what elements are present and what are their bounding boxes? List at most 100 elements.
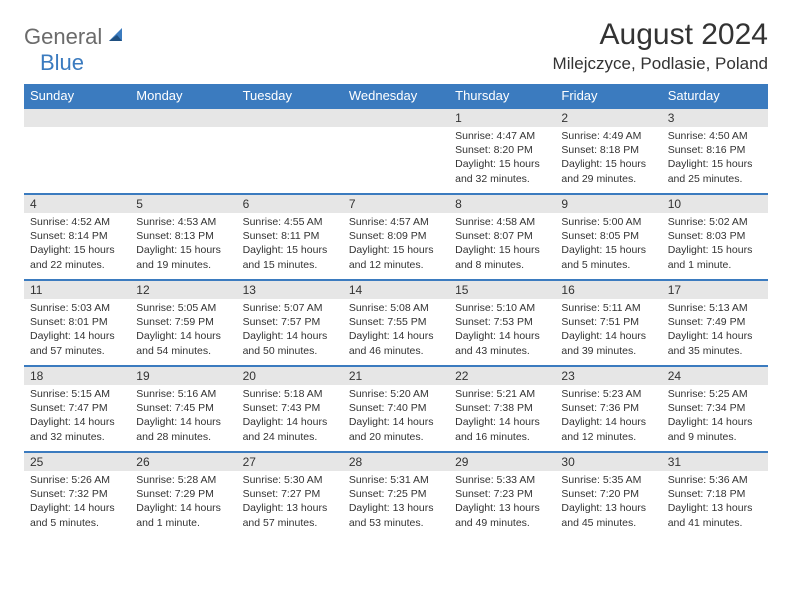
calendar-day-cell: 5Sunrise: 4:53 AMSunset: 8:13 PMDaylight… — [130, 193, 236, 279]
sunset-line: Sunset: 7:32 PM — [30, 487, 124, 501]
weekday-header: Saturday — [662, 84, 768, 107]
day-body: Sunrise: 4:50 AMSunset: 8:16 PMDaylight:… — [662, 127, 768, 190]
sunrise-line: Sunrise: 5:25 AM — [668, 387, 762, 401]
day-number-band: 21 — [343, 365, 449, 385]
sunrise-line: Sunrise: 5:23 AM — [561, 387, 655, 401]
sunrise-line: Sunrise: 5:30 AM — [243, 473, 337, 487]
sunrise-line: Sunrise: 5:02 AM — [668, 215, 762, 229]
title-block: August 2024 Milejczyce, Podlasie, Poland — [553, 18, 768, 74]
day-number-band — [237, 107, 343, 127]
daylight-line: Daylight: 15 hours and 1 minute. — [668, 243, 762, 271]
calendar-table: SundayMondayTuesdayWednesdayThursdayFrid… — [24, 84, 768, 537]
calendar-day-cell: 19Sunrise: 5:16 AMSunset: 7:45 PMDayligh… — [130, 365, 236, 451]
day-number-band: 24 — [662, 365, 768, 385]
daylight-line: Daylight: 14 hours and 28 minutes. — [136, 415, 230, 443]
day-body: Sunrise: 5:00 AMSunset: 8:05 PMDaylight:… — [555, 213, 661, 276]
day-body: Sunrise: 4:47 AMSunset: 8:20 PMDaylight:… — [449, 127, 555, 190]
day-body: Sunrise: 5:11 AMSunset: 7:51 PMDaylight:… — [555, 299, 661, 362]
day-number-band — [24, 107, 130, 127]
sunrise-line: Sunrise: 5:13 AM — [668, 301, 762, 315]
logo-text-blue: Blue — [40, 50, 84, 75]
sunset-line: Sunset: 7:34 PM — [668, 401, 762, 415]
calendar-day-cell: 24Sunrise: 5:25 AMSunset: 7:34 PMDayligh… — [662, 365, 768, 451]
sunrise-line: Sunrise: 4:52 AM — [30, 215, 124, 229]
daylight-line: Daylight: 14 hours and 1 minute. — [136, 501, 230, 529]
sunset-line: Sunset: 7:38 PM — [455, 401, 549, 415]
month-title: August 2024 — [553, 18, 768, 52]
day-body: Sunrise: 5:33 AMSunset: 7:23 PMDaylight:… — [449, 471, 555, 534]
day-number-band: 11 — [24, 279, 130, 299]
daylight-line: Daylight: 14 hours and 46 minutes. — [349, 329, 443, 357]
day-number-band: 5 — [130, 193, 236, 213]
day-body: Sunrise: 5:10 AMSunset: 7:53 PMDaylight:… — [449, 299, 555, 362]
weekday-header: Friday — [555, 84, 661, 107]
day-body: Sunrise: 5:20 AMSunset: 7:40 PMDaylight:… — [343, 385, 449, 448]
sunset-line: Sunset: 8:18 PM — [561, 143, 655, 157]
weekday-header: Thursday — [449, 84, 555, 107]
sunset-line: Sunset: 8:16 PM — [668, 143, 762, 157]
location-text: Milejczyce, Podlasie, Poland — [553, 54, 768, 74]
day-body: Sunrise: 4:55 AMSunset: 8:11 PMDaylight:… — [237, 213, 343, 276]
calendar-day-cell: 9Sunrise: 5:00 AMSunset: 8:05 PMDaylight… — [555, 193, 661, 279]
calendar-day-cell: 29Sunrise: 5:33 AMSunset: 7:23 PMDayligh… — [449, 451, 555, 537]
day-number-band: 6 — [237, 193, 343, 213]
calendar-day-cell: 30Sunrise: 5:35 AMSunset: 7:20 PMDayligh… — [555, 451, 661, 537]
calendar-day-cell: 8Sunrise: 4:58 AMSunset: 8:07 PMDaylight… — [449, 193, 555, 279]
calendar-day-cell: 20Sunrise: 5:18 AMSunset: 7:43 PMDayligh… — [237, 365, 343, 451]
day-body: Sunrise: 4:58 AMSunset: 8:07 PMDaylight:… — [449, 213, 555, 276]
day-number-band — [130, 107, 236, 127]
weekday-header: Sunday — [24, 84, 130, 107]
calendar-week-row: 1Sunrise: 4:47 AMSunset: 8:20 PMDaylight… — [24, 107, 768, 193]
sunrise-line: Sunrise: 4:58 AM — [455, 215, 549, 229]
day-body: Sunrise: 4:49 AMSunset: 8:18 PMDaylight:… — [555, 127, 661, 190]
sunset-line: Sunset: 7:40 PM — [349, 401, 443, 415]
calendar-day-cell — [343, 107, 449, 193]
sunset-line: Sunset: 8:01 PM — [30, 315, 124, 329]
calendar-day-cell: 17Sunrise: 5:13 AMSunset: 7:49 PMDayligh… — [662, 279, 768, 365]
sunset-line: Sunset: 7:23 PM — [455, 487, 549, 501]
day-body: Sunrise: 5:05 AMSunset: 7:59 PMDaylight:… — [130, 299, 236, 362]
sunset-line: Sunset: 7:27 PM — [243, 487, 337, 501]
day-number-band: 30 — [555, 451, 661, 471]
day-number-band: 4 — [24, 193, 130, 213]
sunset-line: Sunset: 8:07 PM — [455, 229, 549, 243]
calendar-day-cell: 22Sunrise: 5:21 AMSunset: 7:38 PMDayligh… — [449, 365, 555, 451]
sunset-line: Sunset: 7:25 PM — [349, 487, 443, 501]
day-body: Sunrise: 5:28 AMSunset: 7:29 PMDaylight:… — [130, 471, 236, 534]
day-body: Sunrise: 5:36 AMSunset: 7:18 PMDaylight:… — [662, 471, 768, 534]
sunset-line: Sunset: 8:13 PM — [136, 229, 230, 243]
day-number-band: 2 — [555, 107, 661, 127]
sunrise-line: Sunrise: 5:10 AM — [455, 301, 549, 315]
day-number-band: 10 — [662, 193, 768, 213]
sunset-line: Sunset: 7:45 PM — [136, 401, 230, 415]
daylight-line: Daylight: 14 hours and 32 minutes. — [30, 415, 124, 443]
sunset-line: Sunset: 7:55 PM — [349, 315, 443, 329]
day-body: Sunrise: 4:53 AMSunset: 8:13 PMDaylight:… — [130, 213, 236, 276]
logo-text-general: General — [24, 24, 102, 50]
day-body: Sunrise: 5:16 AMSunset: 7:45 PMDaylight:… — [130, 385, 236, 448]
weekday-header: Monday — [130, 84, 236, 107]
day-body: Sunrise: 5:30 AMSunset: 7:27 PMDaylight:… — [237, 471, 343, 534]
day-body: Sunrise: 4:57 AMSunset: 8:09 PMDaylight:… — [343, 213, 449, 276]
calendar-day-cell: 6Sunrise: 4:55 AMSunset: 8:11 PMDaylight… — [237, 193, 343, 279]
day-body: Sunrise: 5:13 AMSunset: 7:49 PMDaylight:… — [662, 299, 768, 362]
calendar-week-row: 25Sunrise: 5:26 AMSunset: 7:32 PMDayligh… — [24, 451, 768, 537]
calendar-day-cell: 21Sunrise: 5:20 AMSunset: 7:40 PMDayligh… — [343, 365, 449, 451]
calendar-week-row: 4Sunrise: 4:52 AMSunset: 8:14 PMDaylight… — [24, 193, 768, 279]
day-body: Sunrise: 5:26 AMSunset: 7:32 PMDaylight:… — [24, 471, 130, 534]
day-body: Sunrise: 5:23 AMSunset: 7:36 PMDaylight:… — [555, 385, 661, 448]
calendar-day-cell: 11Sunrise: 5:03 AMSunset: 8:01 PMDayligh… — [24, 279, 130, 365]
sunset-line: Sunset: 7:36 PM — [561, 401, 655, 415]
calendar-day-cell: 15Sunrise: 5:10 AMSunset: 7:53 PMDayligh… — [449, 279, 555, 365]
sunrise-line: Sunrise: 5:07 AM — [243, 301, 337, 315]
sunrise-line: Sunrise: 5:18 AM — [243, 387, 337, 401]
day-number-band: 16 — [555, 279, 661, 299]
calendar-day-cell: 25Sunrise: 5:26 AMSunset: 7:32 PMDayligh… — [24, 451, 130, 537]
daylight-line: Daylight: 13 hours and 49 minutes. — [455, 501, 549, 529]
day-body: Sunrise: 5:03 AMSunset: 8:01 PMDaylight:… — [24, 299, 130, 362]
day-body: Sunrise: 5:31 AMSunset: 7:25 PMDaylight:… — [343, 471, 449, 534]
daylight-line: Daylight: 13 hours and 41 minutes. — [668, 501, 762, 529]
day-number-band: 27 — [237, 451, 343, 471]
daylight-line: Daylight: 13 hours and 53 minutes. — [349, 501, 443, 529]
day-number-band: 14 — [343, 279, 449, 299]
